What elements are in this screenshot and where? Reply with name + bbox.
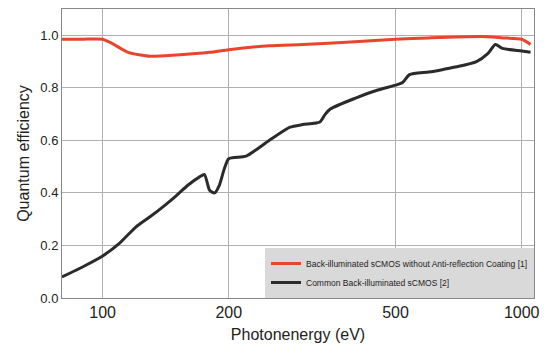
svg-text:Back-illuminated sCMOS without: Back-illuminated sCMOS without Anti-refl… xyxy=(306,259,527,269)
svg-text:500: 500 xyxy=(382,304,409,321)
svg-text:100: 100 xyxy=(89,304,116,321)
svg-text:Photonenergy (eV): Photonenergy (eV) xyxy=(231,326,365,343)
svg-text:0.2: 0.2 xyxy=(40,238,58,253)
svg-text:0.6: 0.6 xyxy=(40,133,58,148)
svg-text:0.0: 0.0 xyxy=(40,291,58,306)
svg-text:Common Back-illuminated sCMOS: Common Back-illuminated sCMOS [2] xyxy=(306,278,449,288)
svg-text:Quantum efficiency: Quantum efficiency xyxy=(15,85,32,222)
svg-text:1000: 1000 xyxy=(504,304,540,321)
svg-text:1.0: 1.0 xyxy=(40,28,58,43)
svg-text:200: 200 xyxy=(215,304,242,321)
svg-text:0.4: 0.4 xyxy=(40,185,58,200)
svg-text:0.8: 0.8 xyxy=(40,80,58,95)
